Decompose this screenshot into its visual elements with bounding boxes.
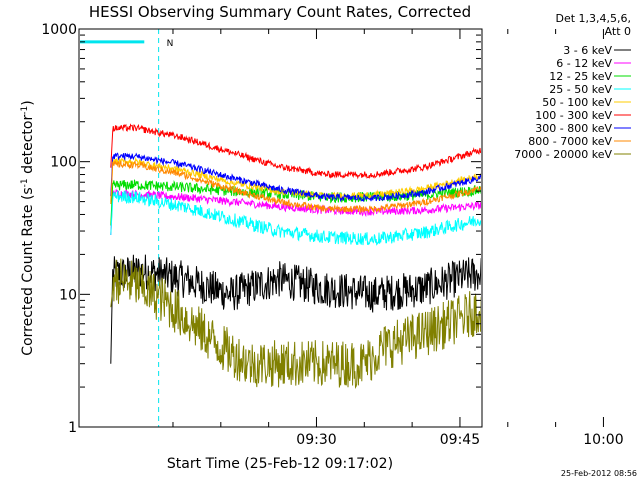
series-line-0 xyxy=(110,254,481,364)
series-group xyxy=(80,29,481,427)
n-annotation: N xyxy=(167,39,174,49)
legend-label-5: 100 - 300 keV xyxy=(535,109,612,122)
plot-area: N xyxy=(80,29,481,427)
legend-label-3: 25 - 50 keV xyxy=(549,83,612,96)
y-axis-title-end: ) xyxy=(20,100,36,105)
y-tick-label-3: 1000 xyxy=(41,22,77,38)
legend-label-8: 7000 - 20000 keV xyxy=(514,148,612,161)
series-line-1 xyxy=(110,188,481,236)
legend-label-0: 3 - 6 keV xyxy=(563,44,612,57)
legend-label-1: 6 - 12 keV xyxy=(556,57,612,70)
legend-label-6: 300 - 800 keV xyxy=(535,122,612,135)
legend-label-4: 50 - 100 keV xyxy=(542,96,612,109)
legend-header-line-1: Det 1,3,4,5,6, xyxy=(555,12,631,25)
y-tick-label-1: 10 xyxy=(59,287,77,303)
legend-label-7: 800 - 7000 keV xyxy=(528,135,612,148)
y-tick-label-0: 1 xyxy=(68,420,77,436)
series-line-5 xyxy=(110,123,481,180)
x-tick-label-2: 10:00 xyxy=(583,432,623,448)
y-axis-title-mid: detector xyxy=(20,115,36,179)
legend-header-line-2: Att 0 xyxy=(605,25,631,38)
series-line-3 xyxy=(110,190,481,246)
series-line-6 xyxy=(110,152,481,203)
x-axis-title: Start Time (25-Feb-12 09:17:02) xyxy=(167,456,393,472)
y-tick-label-2: 100 xyxy=(50,155,77,171)
y-axis-title-sup1: -1 xyxy=(20,178,30,187)
series-line-8 xyxy=(110,258,481,390)
legend-label-2: 12 - 25 keV xyxy=(549,70,612,83)
x-tick-label-1: 09:45 xyxy=(440,432,480,448)
x-tick-label-0: 09:30 xyxy=(296,432,336,448)
chart-title: HESSI Observing Summary Count Rates, Cor… xyxy=(89,3,471,21)
plot-frame xyxy=(78,28,483,428)
y-axis-title-sup2: -1 xyxy=(20,106,30,115)
series-line-7 xyxy=(110,160,481,214)
y-axis-title: Corrected Count Rate (s-1 detector-1) xyxy=(20,100,36,355)
timestamp: 25-Feb-2012 08:56 xyxy=(561,469,637,478)
y-axis-title-main: Corrected Count Rate (s xyxy=(20,187,36,355)
